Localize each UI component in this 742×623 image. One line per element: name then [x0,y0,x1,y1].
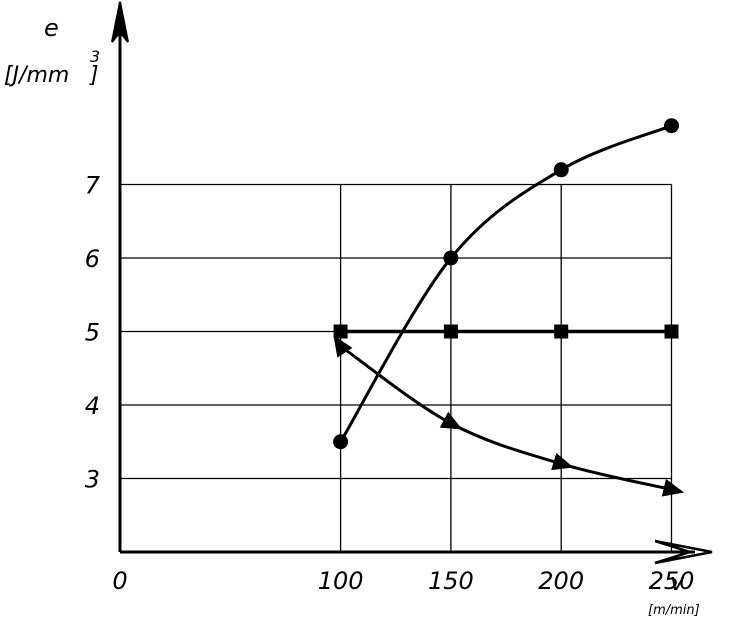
x-tick-label: 150 [428,567,474,595]
y-axis-arrow [111,1,129,43]
data-point-triangle [661,478,685,497]
y-tick-label: 6 [85,245,100,273]
x-tick-label: 200 [538,567,584,595]
data-point-circle [553,162,569,178]
data-point-circle [664,118,679,134]
series-square [333,324,679,339]
series-line [339,124,673,443]
y-axis-unit-exponent: 3 [90,47,100,66]
x-axis-arrow [654,539,713,565]
series-circle [333,118,679,450]
y-tick-label: 7 [85,172,101,200]
y-axis-unit-close: ] [89,63,99,88]
data-point-square [443,324,458,339]
data-point-triangle [439,411,463,430]
y-tick-labels: 3 4 5 6 7 [85,172,101,494]
data-point-circle [333,434,349,450]
series-triangle [333,335,685,497]
grid [120,183,673,552]
data-point-square [333,324,348,339]
x-tick-labels: 0 100 150 200 250 [112,567,694,595]
x-axis-unit: [m/min] [648,603,700,618]
x-tick-label: 250 [649,567,695,595]
data-point-triangle [551,452,574,471]
y-axis-unit: [J/mm [4,63,69,88]
y-axis-title: e [44,14,59,42]
data-point-triangle [333,335,353,358]
data-point-square [554,324,569,339]
series-line [339,344,672,491]
y-tick-label: 5 [85,319,100,347]
x-tick-label: 100 [318,567,364,595]
axes [111,1,713,565]
series-group [333,118,685,497]
x-tick-label: 0 [112,567,127,595]
data-point-circle [443,250,459,266]
y-tick-label: 3 [85,466,100,494]
y-tick-label: 4 [85,392,100,420]
x-axis-title: v [670,568,685,596]
data-point-square [664,324,679,339]
